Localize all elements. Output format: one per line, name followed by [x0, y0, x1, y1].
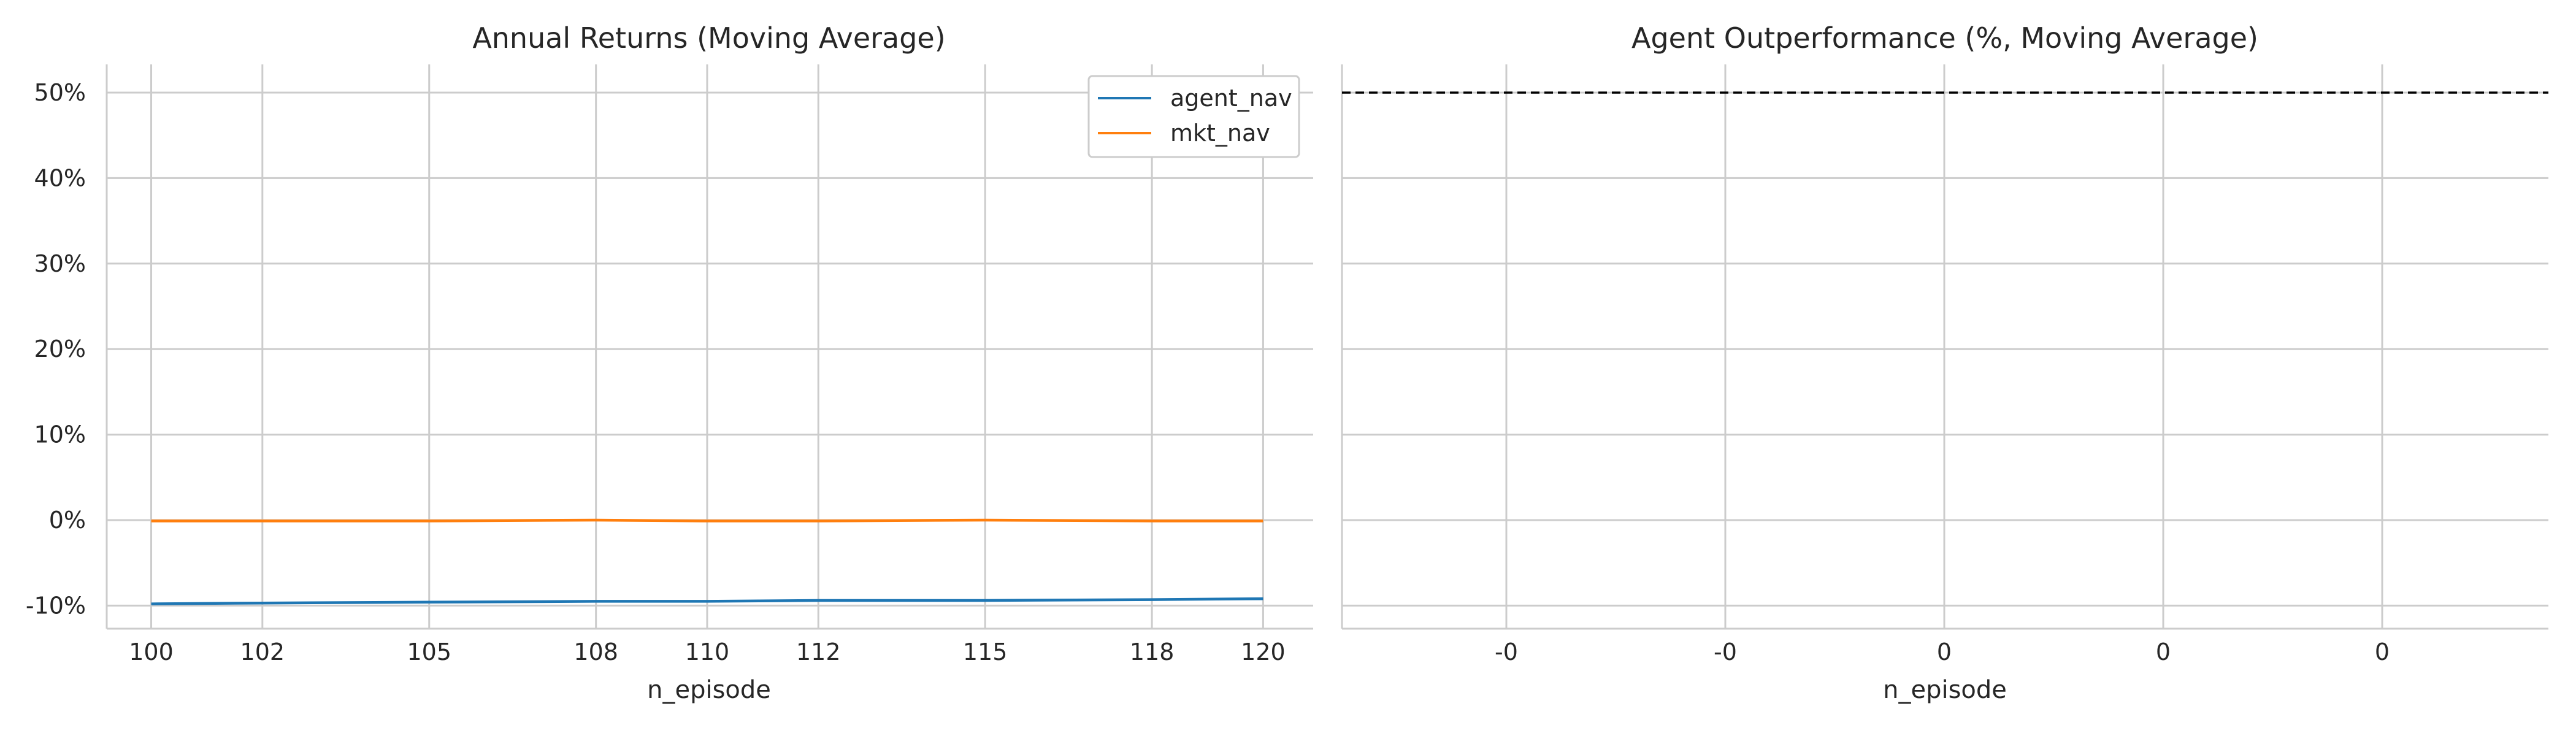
returns-panel: Annual Returns (Moving Average) -10% 0% 10… — [26, 21, 1313, 704]
returns-x-tick-label: 112 — [796, 638, 841, 665]
returns-x-tick-label: 100 — [129, 638, 174, 665]
returns-y-tick-label: 0% — [49, 507, 86, 534]
returns-x-tick-label: 120 — [1241, 638, 1286, 665]
legend-label-mkt-nav: mkt_nav — [1170, 120, 1270, 147]
outperformance-x-tick-label: 0 — [2156, 638, 2171, 665]
legend-box — [1087, 75, 1300, 158]
returns-x-tick-label: 108 — [573, 638, 618, 665]
returns-chart-title: Annual Returns (Moving Average) — [472, 21, 945, 55]
returns-y-tick-label: -10% — [26, 592, 86, 619]
returns-y-tick-label: 10% — [34, 421, 86, 448]
returns-x-tick-labels: 100 102 105 108 110 112 115 118 120 — [129, 638, 1285, 665]
outperformance-x-axis-label: n_episode — [1883, 676, 2007, 704]
legend-label-agent-nav: agent_nav — [1170, 85, 1292, 112]
series-line-agent-nav — [151, 597, 1263, 605]
returns-x-tick-label: 105 — [407, 638, 451, 665]
returns-y-tick-label: 30% — [34, 250, 86, 277]
returns-x-tick-label: 115 — [963, 638, 1008, 665]
outperformance-x-tick-label: -0 — [1714, 638, 1737, 665]
returns-grid — [107, 64, 1313, 629]
outperformance-grid — [1342, 64, 2548, 629]
returns-x-tick-label: 102 — [240, 638, 285, 665]
outperformance-x-tick-label: 0 — [1937, 638, 1952, 665]
returns-x-axis-label: n_episode — [647, 676, 771, 704]
outperformance-x-tick-label: -0 — [1495, 638, 1518, 665]
returns-series-lines — [151, 518, 1263, 605]
outperformance-x-tick-labels: -0 -0 0 0 0 — [1495, 638, 2390, 665]
returns-y-tick-label: 50% — [34, 79, 86, 106]
outperformance-panel: Agent Outperformance (%, Moving Average)… — [1341, 21, 2548, 704]
outperformance-chart-title: Agent Outperformance (%, Moving Average) — [1631, 21, 2258, 55]
returns-y-tick-label: 20% — [34, 335, 86, 362]
returns-y-tick-label: 40% — [34, 164, 86, 191]
returns-x-tick-label: 118 — [1130, 638, 1175, 665]
returns-y-tick-labels: -10% 0% 10% 20% 30% 40% 50% — [26, 79, 86, 619]
legend: agent_nav mkt_nav — [1087, 75, 1300, 158]
returns-x-tick-label: 110 — [685, 638, 730, 665]
series-line-mkt-nav — [151, 518, 1263, 523]
outperformance-x-tick-label: 0 — [2375, 638, 2390, 665]
